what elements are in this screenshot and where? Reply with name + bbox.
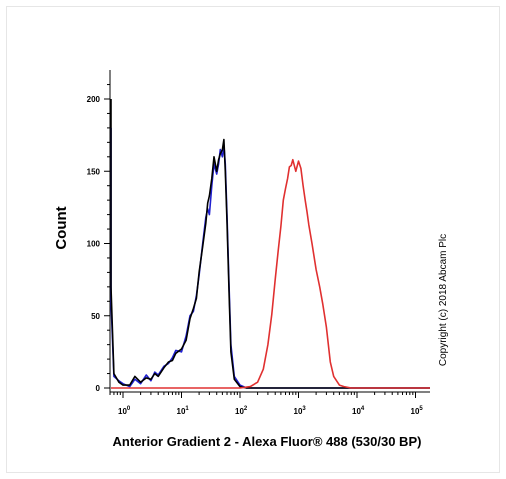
histogram-series-2: [110, 99, 430, 389]
y-axis-label: Count: [53, 206, 70, 249]
y-tick-label: 150: [87, 167, 101, 176]
x-ticks: 100 101 102 103 104 105: [109, 392, 424, 416]
histogram-series-3: [111, 158, 430, 389]
x-tick-label: 102: [235, 406, 248, 416]
y-tick-label: 100: [87, 240, 101, 249]
chart-frame: [6, 6, 500, 473]
y-tick-label: 200: [87, 95, 101, 104]
x-tick-label: 100: [118, 406, 131, 416]
x-tick-label: 103: [294, 406, 307, 416]
y-tick-label: 50: [91, 312, 100, 321]
histogram-series-1: [110, 127, 430, 389]
axes: [109, 70, 430, 393]
x-tick-label: 101: [177, 406, 190, 416]
x-axis-label: Anterior Gradient 2 - Alexa Fluor® 488 (…: [113, 434, 422, 449]
series-layer: [110, 99, 430, 389]
y-tick-label: 0: [96, 384, 101, 393]
copyright-annotation: Copyright (c) 2018 Abcam Plc: [438, 234, 449, 366]
x-tick-label: 105: [411, 406, 424, 416]
x-tick-label: 104: [352, 406, 365, 416]
y-ticks: 0 50 100 150 200: [87, 84, 110, 393]
